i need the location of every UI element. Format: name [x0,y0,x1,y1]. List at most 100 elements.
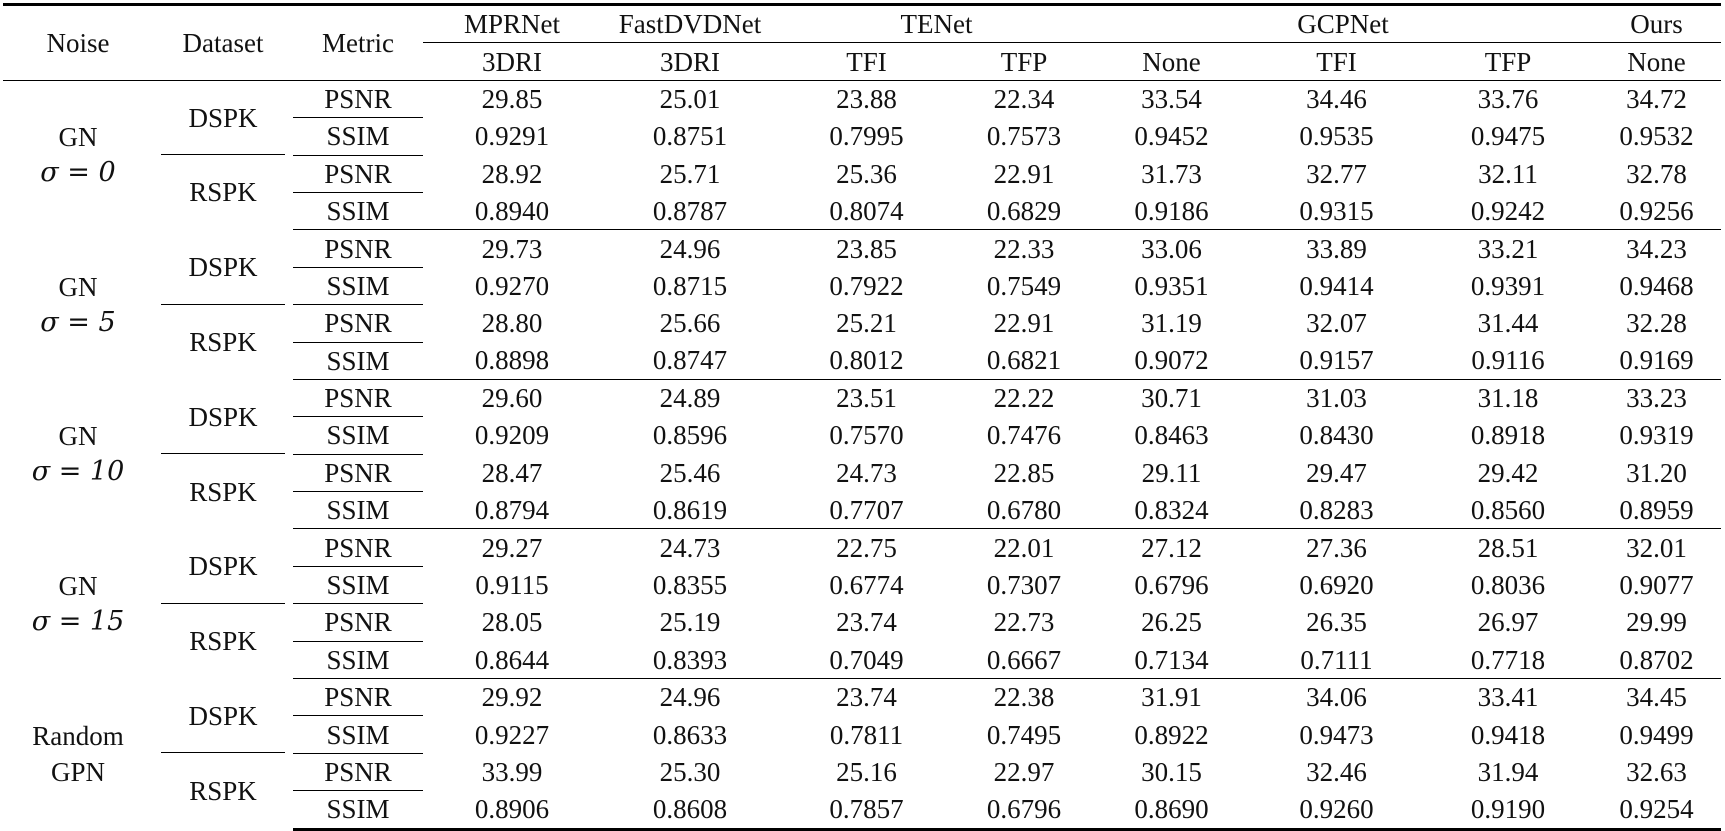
noise-label: GN [58,421,98,452]
value-cell: 32.28 [1626,308,1687,339]
value-cell: 22.22 [993,383,1055,414]
value-cell: 0.6796 [1134,570,1209,601]
dataset-name: DSPK [188,252,258,283]
header-dataset: Dataset [153,3,293,81]
value-cell: 32.11 [1478,158,1538,189]
value-cell: 0.9260 [1249,790,1425,831]
value-cell: 0.6796 [954,790,1095,831]
value-cell: 0.8036 [1470,570,1546,601]
noise-cell: GN σ = 10 [3,379,153,529]
dataset-cell: DSPK [153,230,293,305]
value-cell: 0.7134 [1094,641,1250,680]
value-cell: 0.8633 [652,719,728,750]
value-cell: 33.41 [1477,682,1539,713]
value-cell: 0.9072 [1094,342,1250,380]
value-cell: 24.73 [659,532,721,563]
value-cell: 0.8619 [601,491,779,530]
value-cell: 29.99 [1626,607,1687,638]
noise-cell: GN σ = 5 [3,230,153,380]
value-cell: 34.72 [1626,84,1687,115]
value-cell: 29.60 [481,383,543,414]
value-cell: 0.8794 [423,491,601,530]
value-cell: 0.8918 [1470,420,1546,451]
metric-cell: PSNR [293,304,423,343]
value-cell: 33.23 [1626,383,1687,414]
value-cell: 22.91 [993,308,1055,339]
metric-cell: PSNR [293,155,423,193]
value-cell: 0.6821 [954,342,1095,380]
value-cell: 0.8751 [652,121,728,152]
value-cell: 0.9291 [474,121,550,152]
value-cell: 29.11 [1141,457,1202,488]
value-cell: 0.8906 [423,790,601,831]
value-cell: 0.9077 [1619,570,1694,601]
value-cell: 23.88 [836,84,897,115]
value-cell: 0.8959 [1592,491,1722,530]
table-row: RSPK PSNR 28.92 25.71 25.36 22.91 31.73 32.77 32… [3,155,1721,207]
value-cell: 25.46 [659,457,721,488]
value-cell: 25.19 [659,607,721,638]
value-cell: 34.23 [1626,233,1687,264]
value-cell: 0.6920 [1299,570,1374,601]
header-variant: 3DRI [601,42,779,81]
value-cell: 22.75 [836,532,897,563]
value-cell: 0.9157 [1249,342,1425,380]
value-cell: 0.6780 [954,491,1095,530]
value-cell: 0.7495 [986,719,1062,750]
value-cell: 29.47 [1306,457,1367,488]
value-cell: 22.73 [993,607,1055,638]
value-cell: 25.16 [836,757,897,787]
table-row: SSIM 0.9115 0.8355 0.6774 0.7307 0.6796 0.6920… [3,566,1721,605]
value-cell: 0.8463 [1134,420,1209,451]
value-cell: 32.46 [1306,757,1367,787]
value-cell: 0.9452 [1134,121,1209,152]
value-cell: 0.7049 [779,641,954,680]
header-row-variants: 3DRI 3DRI TFI TFP None TFI TFP None [3,42,1722,81]
table-row: SSIM 0.8794 0.8619 0.7707 0.6780 0.8324 0.8283… [3,491,1722,530]
table-row: SSIM 0.9209 0.8596 0.7570 0.7476 0.8463 0.8430… [3,416,1721,455]
value-cell: 0.7857 [779,790,954,831]
value-cell: 34.06 [1306,682,1367,713]
value-cell: 31.20 [1626,457,1687,488]
value-cell: 31.19 [1141,308,1202,339]
value-cell: 0.9414 [1299,270,1374,301]
header-noise: Noise [3,3,153,81]
value-cell: 0.9227 [474,719,550,750]
metric-cell: SSIM [293,342,423,380]
dataset-cell: RSPK [189,476,257,507]
value-cell: 22.34 [993,84,1055,115]
value-cell: 23.74 [836,682,897,713]
value-cell: 0.9391 [1470,270,1546,301]
value-cell: 25.30 [659,757,721,787]
table-row: GN σ = 5 DSPK PSNR 29.73 24.96 23.85 22.33 33.06… [3,229,1721,338]
value-cell: 34.46 [1306,84,1367,115]
value-cell: 26.35 [1306,607,1367,638]
noise-parameter: σ = 15 [31,605,125,637]
value-cell: 32.63 [1626,757,1687,787]
value-cell: 30.71 [1141,383,1202,414]
value-cell: 26.97 [1477,607,1539,638]
value-cell: 0.7995 [829,121,904,152]
header-variant: None [1094,42,1250,81]
table-body: GN σ = 0 DSPK PSNR 29.85 25.01 23.88 22.34 33.54… [3,80,1722,831]
value-cell: 0.8940 [423,192,601,231]
table-row: SSIM 0.9270 0.8715 0.7922 0.7549 0.9351 0.9414… [3,267,1721,306]
dataset-cell: RSPK [189,776,257,807]
noise-parameter: σ = 5 [40,306,116,338]
dataset-divider [161,303,285,305]
value-cell: 28.51 [1477,532,1539,563]
header-method-fastdvdnet: FastDVDNet [601,2,779,44]
value-cell: 0.8560 [1424,491,1593,530]
value-cell: 0.7476 [986,420,1062,451]
metric-cell: SSIM [293,416,423,455]
value-cell: 26.25 [1141,607,1202,638]
value-cell: 29.42 [1477,457,1539,488]
dataset-cell: DSPK [153,80,293,156]
value-cell: 0.9418 [1470,719,1546,750]
value-cell: 31.91 [1141,682,1202,713]
dataset-cell: DSPK [153,529,293,604]
value-cell: 0.9254 [1592,790,1722,831]
metric-cell: SSIM [293,641,423,680]
value-cell: 29.73 [481,233,543,264]
value-cell: 0.9190 [1424,790,1593,831]
